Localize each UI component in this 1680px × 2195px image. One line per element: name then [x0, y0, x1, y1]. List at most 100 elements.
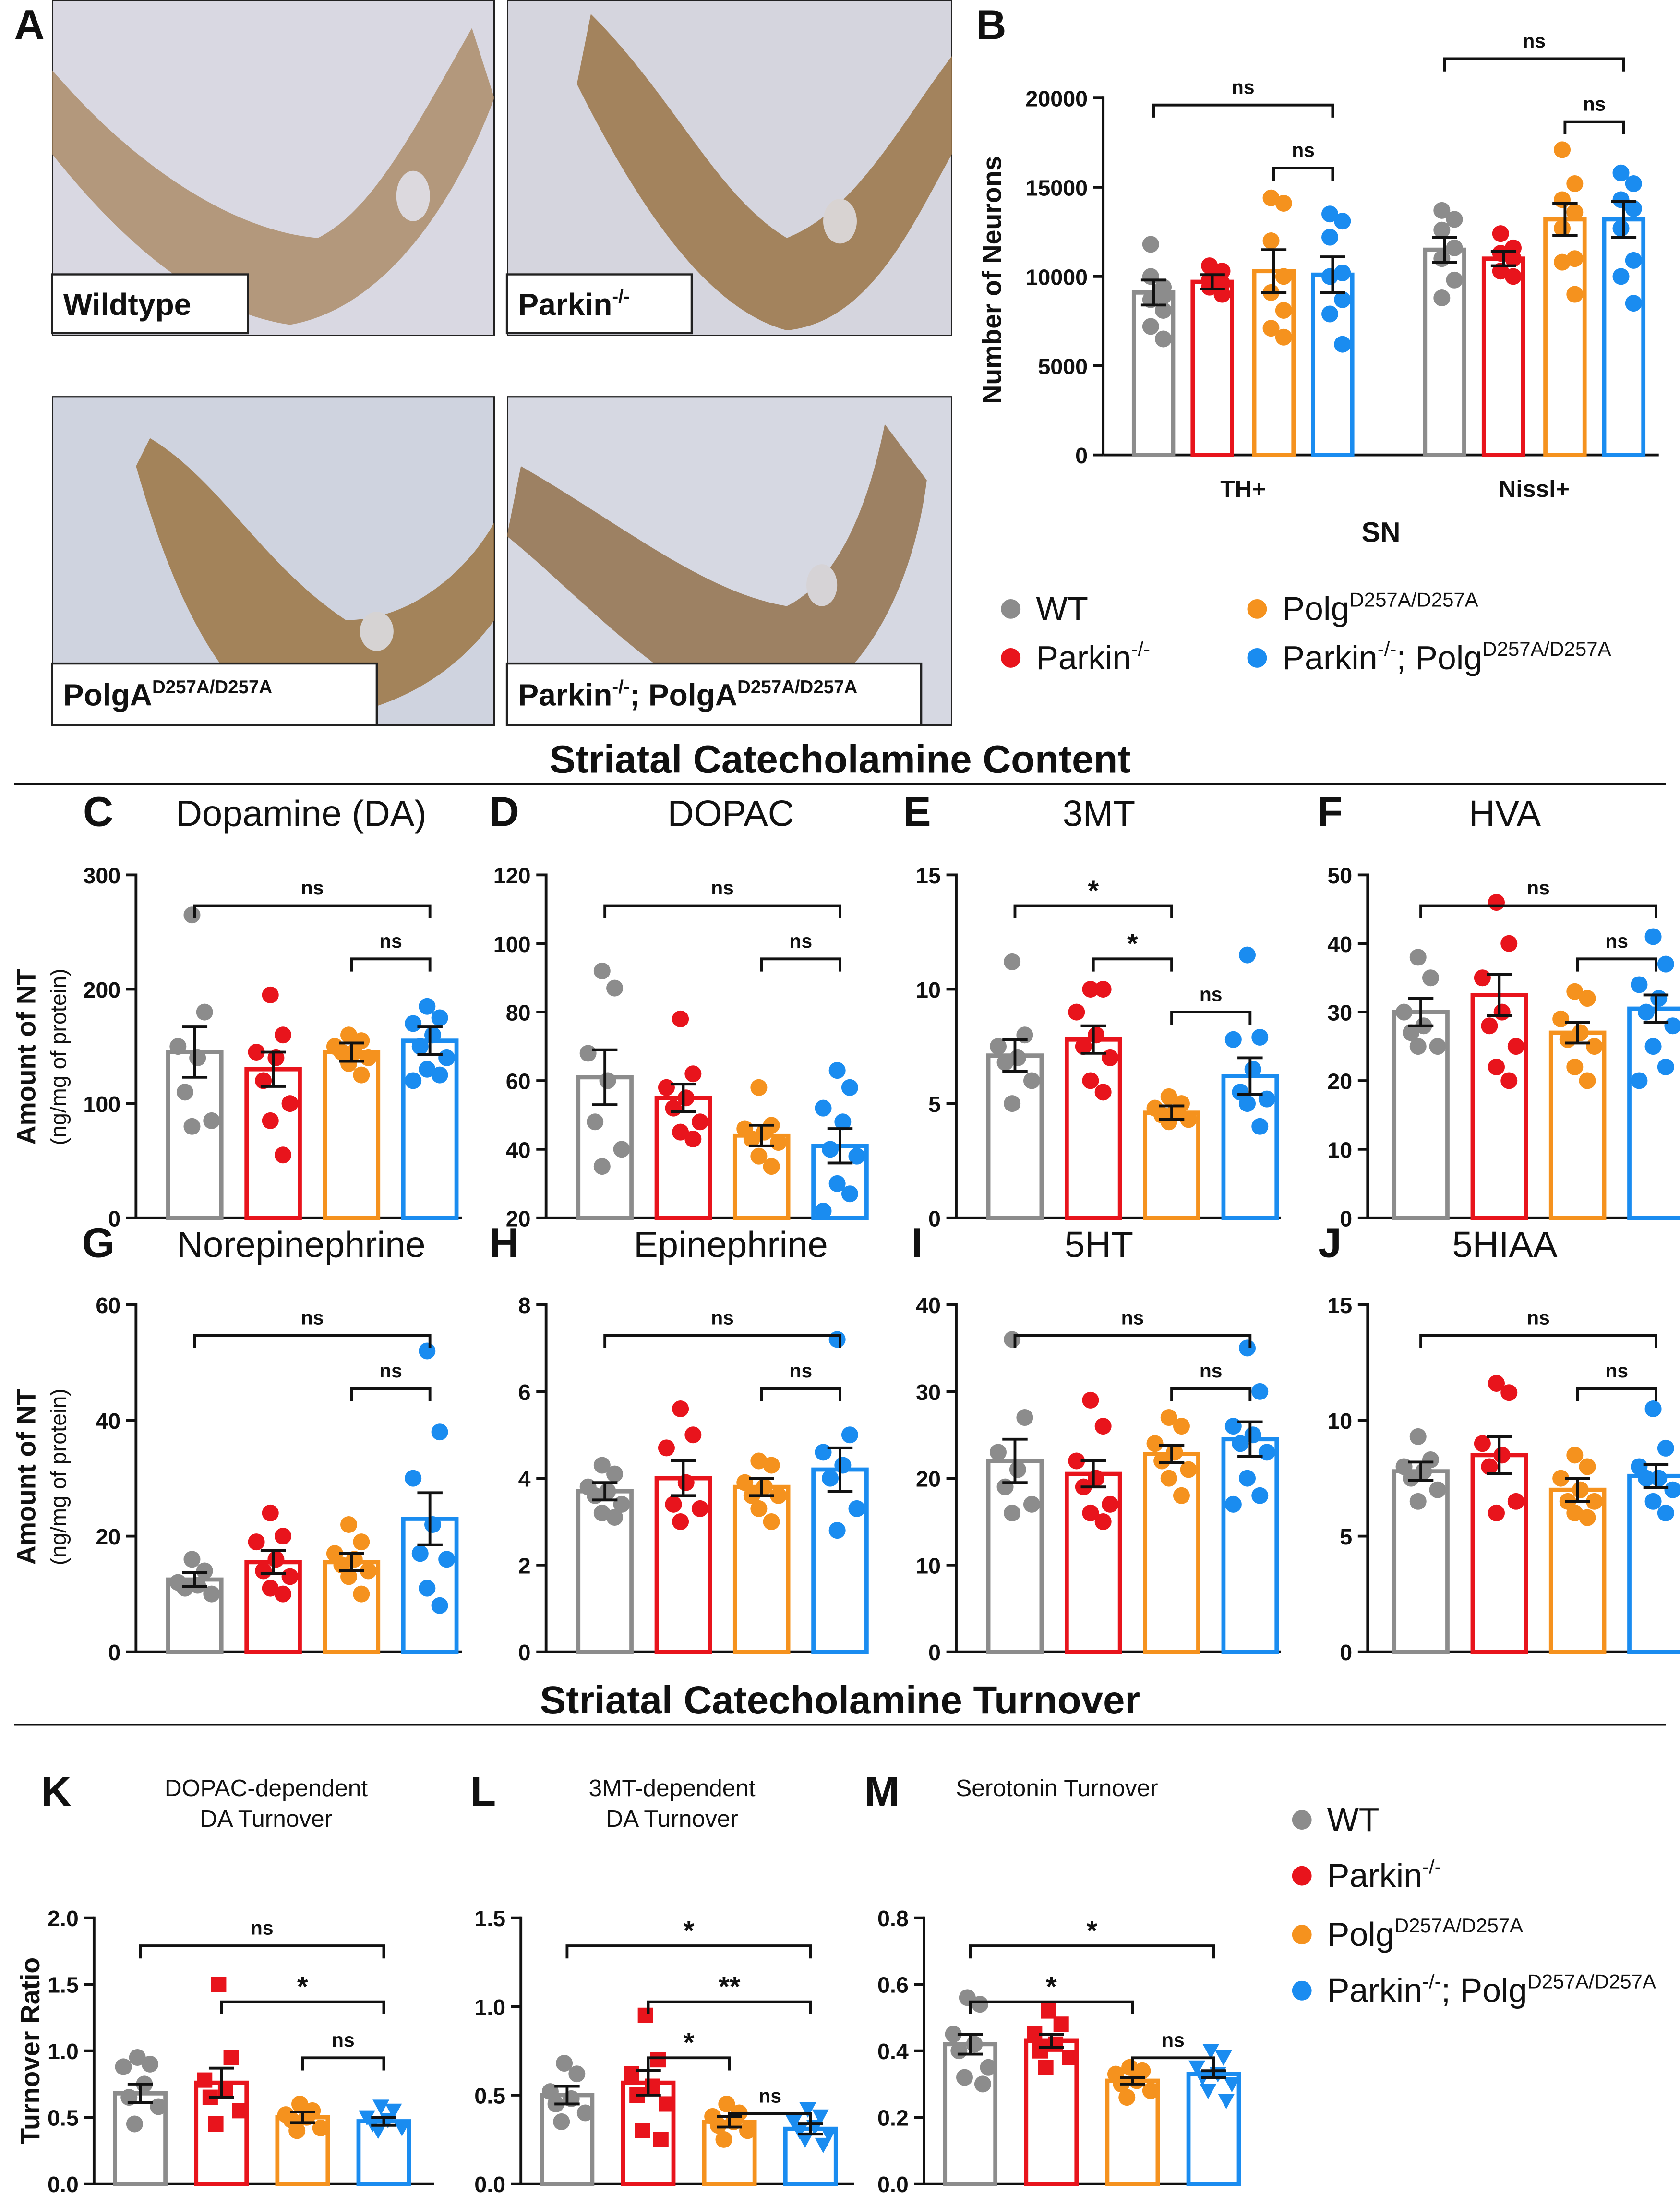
- data-point: [1094, 1513, 1112, 1530]
- error-bar: [1320, 255, 1345, 294]
- y-tick-label: 20: [1327, 1069, 1352, 1094]
- y-tick-label: 15000: [1025, 175, 1088, 200]
- superscript: D257A/D257A: [1482, 638, 1611, 660]
- data-point: [255, 1072, 272, 1089]
- error-bar: [371, 2116, 396, 2127]
- panel-title: DOPAC: [668, 793, 794, 834]
- data-point: [1068, 1003, 1085, 1021]
- data-point: [1429, 1481, 1446, 1498]
- text-run: Parkin: [1327, 1857, 1422, 1894]
- data-point: [405, 1072, 422, 1089]
- data-point: [834, 1113, 852, 1131]
- data-point: [1559, 1031, 1576, 1048]
- data-point: [684, 1065, 702, 1083]
- data-point: [419, 1580, 436, 1597]
- data-point: [255, 1562, 272, 1580]
- data-point: [739, 2122, 756, 2139]
- data-point: [1657, 955, 1674, 973]
- significance-bracket: [1419, 904, 1657, 918]
- y-tick-label: 50: [1327, 863, 1352, 888]
- data-point: [750, 1500, 768, 1517]
- error-bar: [592, 1481, 618, 1502]
- superscript: D257A/D257A: [1394, 1914, 1523, 1937]
- data-point: [1657, 1058, 1674, 1075]
- text-run: Parkin: [518, 678, 612, 712]
- panel-title: DA Turnover: [200, 1805, 332, 1832]
- data-point: [142, 2055, 158, 2073]
- significance-bracket: [1013, 1334, 1252, 1348]
- data-point: [411, 1038, 429, 1055]
- data-point: [1566, 286, 1584, 303]
- data-point: [972, 1996, 989, 2013]
- data-point: [1321, 305, 1339, 323]
- legend-label: Parkin-/-: [1036, 638, 1150, 676]
- data-point: [129, 2049, 146, 2066]
- data-point: [989, 1038, 1007, 1055]
- data-point: [1566, 1447, 1584, 1464]
- data-point: [176, 1580, 193, 1597]
- data-point: [419, 998, 436, 1015]
- data-point: [115, 2058, 132, 2075]
- data-point: [579, 1045, 597, 1062]
- data-point: [1644, 928, 1662, 945]
- significance-bracket: [1013, 904, 1173, 918]
- text-run: WT: [1036, 590, 1088, 627]
- panel-title: HVA: [1469, 793, 1541, 834]
- y-tick-label: 120: [493, 863, 531, 888]
- data-point: [340, 1568, 358, 1585]
- data-point: [1202, 2044, 1220, 2060]
- y-axis-label: (ng/mg of protein): [46, 968, 71, 1145]
- data-point: [1395, 1003, 1413, 1021]
- data-point: [196, 1003, 213, 1021]
- text-run: Polg: [1282, 590, 1349, 627]
- data-point: [183, 906, 201, 924]
- superscript: D257A/D257A: [1527, 1970, 1656, 1993]
- significance-bracket: [1170, 1011, 1252, 1025]
- legend-label: PolgD257A/D257A: [1282, 589, 1478, 627]
- significance-label: ns: [1527, 877, 1550, 899]
- superscript: -/-: [1131, 638, 1151, 660]
- data-point: [1009, 1049, 1026, 1066]
- significance-label: *: [1046, 1971, 1057, 2002]
- bar: [244, 1067, 302, 1220]
- y-tick-label: 0: [928, 1206, 941, 1231]
- data-point: [945, 2026, 962, 2043]
- data-point: [1251, 1118, 1269, 1135]
- data-point: [1433, 221, 1451, 239]
- data-point: [1173, 1487, 1190, 1504]
- error-bar: [1002, 1437, 1028, 1484]
- data-point: [150, 2098, 167, 2115]
- data-point: [126, 2115, 143, 2133]
- data-point: [1644, 1400, 1662, 1417]
- y-tick-label: 10: [916, 977, 941, 1002]
- data-point: [770, 1134, 787, 1151]
- data-point: [1251, 1029, 1269, 1046]
- data-point: [1258, 1444, 1275, 1461]
- y-axis-label: Turnover Ratio: [15, 1957, 45, 2145]
- significance-label: ns: [1232, 76, 1255, 98]
- significance-bracket: [969, 2000, 1134, 2014]
- data-point: [353, 1585, 370, 1603]
- data-point: [275, 1026, 291, 1044]
- significance-label: ns: [379, 930, 402, 952]
- data-point: [1500, 1072, 1518, 1089]
- error-bar: [827, 1446, 853, 1493]
- data-point: [672, 1513, 689, 1530]
- data-point: [438, 1551, 456, 1568]
- data-point: [1262, 232, 1280, 250]
- data-point: [372, 2099, 390, 2115]
- data-point: [1160, 1470, 1177, 1487]
- legend-label: WT: [1036, 590, 1088, 627]
- panel-title: 3MT: [1063, 793, 1136, 834]
- data-point: [1215, 2050, 1232, 2066]
- data-point: [672, 1123, 689, 1141]
- data-point: [1232, 1435, 1249, 1452]
- data-point: [1038, 2060, 1054, 2075]
- significance-label: ns: [1162, 2029, 1185, 2051]
- panel-title: Norepinephrine: [177, 1224, 425, 1265]
- data-point: [980, 2059, 997, 2076]
- data-point: [1334, 336, 1351, 353]
- data-point: [1062, 2050, 1078, 2065]
- data-point: [419, 1342, 436, 1360]
- data-point: [1275, 328, 1292, 346]
